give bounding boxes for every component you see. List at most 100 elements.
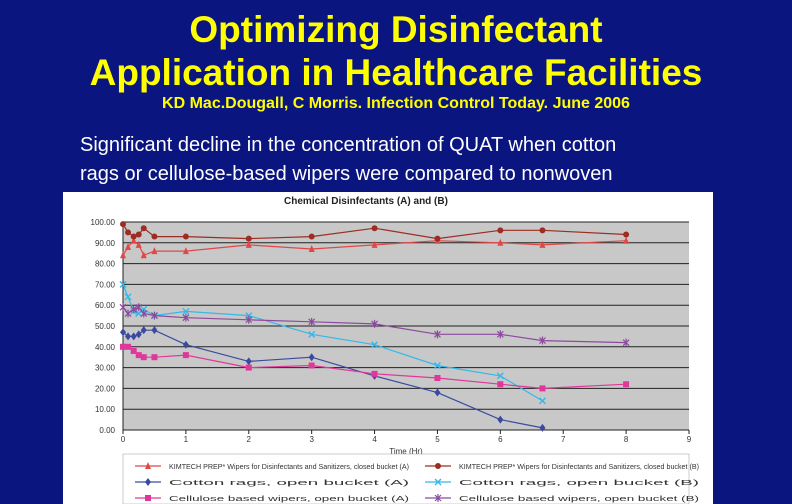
data-point-series-1 bbox=[371, 240, 378, 248]
data-point-series-4 bbox=[119, 280, 127, 288]
x-tick-label: 5 bbox=[435, 435, 440, 444]
data-point-series-3 bbox=[140, 326, 147, 335]
chart-panel: Chemical Disinfectants (A) and (B) 0.00 10… bbox=[63, 192, 713, 504]
data-point-series-6 bbox=[151, 311, 158, 320]
data-point-series-5 bbox=[140, 354, 147, 361]
data-point-series-5 bbox=[539, 385, 546, 392]
data-point-series-3 bbox=[151, 326, 158, 335]
data-point-series-6 bbox=[245, 315, 253, 324]
data-point-series-3 bbox=[135, 330, 142, 339]
data-point-series-3 bbox=[245, 357, 252, 366]
data-point-series-2 bbox=[623, 231, 630, 238]
data-point-series-5 bbox=[308, 362, 315, 369]
data-point-series-2 bbox=[182, 233, 189, 240]
data-point-series-6 bbox=[308, 317, 316, 326]
data-point-series-5 bbox=[130, 347, 137, 354]
legend-marker bbox=[145, 478, 151, 486]
data-point-series-2 bbox=[371, 225, 378, 232]
data-point-series-1 bbox=[308, 245, 315, 253]
data-point-series-2 bbox=[497, 227, 504, 234]
data-point-series-6 bbox=[371, 319, 378, 328]
slide-title-line2: Application in Healthcare Facilities bbox=[89, 52, 703, 93]
data-point-series-5 bbox=[497, 381, 504, 388]
x-tick-label: 0 bbox=[121, 435, 126, 444]
y-tick-label: 60.00 bbox=[95, 301, 116, 310]
data-point-series-4 bbox=[496, 372, 504, 380]
data-point-series-4 bbox=[182, 307, 190, 315]
data-point-series-2 bbox=[308, 233, 315, 240]
legend-entry: KIMTECH PREP* Wipers for Disinfectants a… bbox=[459, 464, 699, 471]
legend-marker bbox=[435, 463, 441, 469]
y-tick-label: 30.00 bbox=[95, 364, 116, 373]
data-point-series-5 bbox=[120, 343, 126, 350]
data-point-series-6 bbox=[130, 305, 138, 314]
line-chart: Chemical Disinfectants (A) and (B)0.0010… bbox=[91, 196, 699, 504]
data-point-series-5 bbox=[182, 352, 189, 359]
legend-marker bbox=[434, 478, 442, 486]
legend-entry: KIMTECH PREP* Wipers for Disinfectants a… bbox=[169, 464, 409, 471]
y-tick-label: 70.00 bbox=[95, 280, 116, 289]
y-tick-label: 50.00 bbox=[95, 322, 116, 331]
data-point-series-1 bbox=[140, 251, 147, 259]
y-tick-label: 80.00 bbox=[95, 260, 116, 269]
data-point-series-6 bbox=[496, 330, 504, 339]
data-point-series-3 bbox=[308, 353, 315, 362]
data-point-series-6 bbox=[539, 336, 546, 345]
x-tick-label: 7 bbox=[561, 435, 566, 444]
body-text-line1: Significant decline in the concentration… bbox=[80, 134, 617, 156]
x-tick-label: 1 bbox=[184, 435, 189, 444]
body-text-line2: rags or cellulose-based wipers were comp… bbox=[80, 163, 613, 185]
data-point-series-1 bbox=[245, 240, 252, 248]
data-point-series-1 bbox=[497, 238, 504, 246]
y-tick-label: 20.00 bbox=[95, 384, 116, 393]
x-tick-label: 4 bbox=[372, 435, 377, 444]
data-point-series-2 bbox=[434, 235, 441, 242]
data-point-series-6 bbox=[434, 330, 441, 339]
data-point-series-1 bbox=[120, 251, 126, 259]
data-point-series-2 bbox=[151, 233, 158, 240]
data-point-series-1 bbox=[539, 240, 546, 248]
y-tick-label: 10.00 bbox=[95, 405, 116, 414]
y-tick-label: 90.00 bbox=[95, 239, 116, 248]
legend-entry: Cotton rags, open bucket (B) bbox=[459, 480, 699, 487]
legend-entry: Cellulose based wipers, open bucket (A) bbox=[169, 496, 409, 503]
legend-entry: Cellulose based wipers, open bucket (B) bbox=[459, 496, 699, 503]
data-point-series-3 bbox=[434, 388, 441, 397]
chart-title: Chemical Disinfectants (A) and (B) bbox=[284, 196, 448, 207]
data-point-series-3 bbox=[130, 332, 137, 341]
data-point-series-2 bbox=[135, 231, 142, 238]
data-point-series-4 bbox=[538, 397, 546, 405]
data-point-series-1 bbox=[151, 247, 158, 255]
data-point-series-5 bbox=[125, 343, 132, 350]
x-tick-label: 8 bbox=[624, 435, 629, 444]
data-point-series-4 bbox=[433, 362, 441, 370]
data-point-series-1 bbox=[135, 240, 142, 248]
slide-title-line1: Optimizing Disinfectant bbox=[189, 9, 603, 50]
legend-marker bbox=[145, 462, 151, 469]
data-point-series-3 bbox=[125, 332, 132, 341]
data-point-series-5 bbox=[135, 352, 142, 359]
data-point-series-6 bbox=[135, 303, 143, 312]
x-axis-label: Time (Hr) bbox=[389, 447, 423, 456]
data-point-series-1 bbox=[130, 236, 137, 244]
data-point-series-5 bbox=[151, 354, 158, 361]
citation: KD Mac.Dougall, C Morris. Infection Cont… bbox=[162, 95, 630, 112]
legend-box bbox=[122, 453, 690, 504]
data-point-series-3 bbox=[497, 415, 504, 424]
x-tick-label: 3 bbox=[309, 435, 314, 444]
y-tick-label: 100.00 bbox=[91, 218, 116, 227]
data-point-series-3 bbox=[120, 328, 126, 337]
data-point-series-5 bbox=[245, 364, 252, 371]
data-point-series-2 bbox=[130, 233, 137, 240]
data-point-series-1 bbox=[623, 236, 630, 244]
data-point-series-4 bbox=[308, 330, 316, 338]
data-point-series-1 bbox=[125, 242, 132, 250]
x-tick-label: 6 bbox=[498, 435, 503, 444]
x-tick-label: 9 bbox=[687, 435, 692, 444]
x-tick-label: 2 bbox=[247, 435, 252, 444]
data-point-series-5 bbox=[623, 381, 630, 388]
data-point-series-6 bbox=[182, 313, 190, 322]
y-tick-label: 0.00 bbox=[99, 426, 115, 435]
data-point-series-3 bbox=[539, 423, 546, 432]
data-point-series-2 bbox=[245, 235, 252, 242]
